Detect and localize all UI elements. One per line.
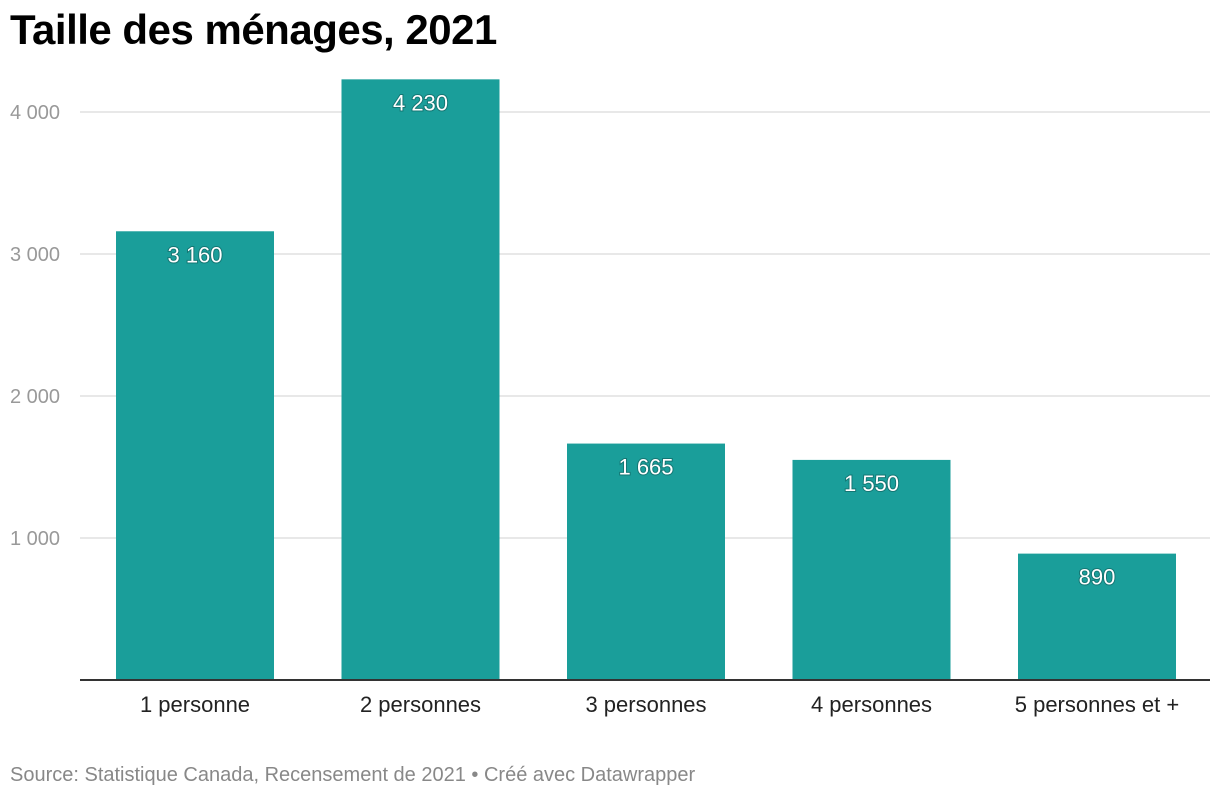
x-tick-label: 2 personnes [360, 692, 481, 717]
bar [567, 443, 725, 680]
bars: 3 160 4 230 1 665 1 550 890 [116, 79, 1176, 681]
chart-title: Taille des ménages, 2021 [10, 6, 497, 53]
bar [1018, 553, 1176, 680]
x-tick-label: 4 personnes [811, 692, 932, 717]
bar-value-label: 4 230 [393, 90, 448, 115]
y-tick-label: 4 000 [10, 102, 60, 124]
y-tick-label: 1 000 [10, 528, 60, 550]
x-tick-label: 5 personnes et + [1015, 692, 1180, 717]
source-note: Source: Statistique Canada, Recensement … [10, 764, 696, 786]
bar [792, 459, 951, 680]
bar [116, 231, 274, 680]
x-tick-label: 3 personnes [585, 692, 706, 717]
bar-value-label: 890 [1079, 565, 1116, 590]
bar-value-label: 1 550 [844, 471, 899, 496]
bar-value-label: 1 665 [618, 455, 673, 480]
axes: 1 personne 2 personnes 3 personnes 4 person… [80, 679, 1210, 717]
y-tick-label: 3 000 [10, 244, 60, 266]
bar-value-label: 3 160 [167, 242, 222, 267]
bar [341, 79, 500, 681]
x-tick-label: 1 personne [140, 692, 250, 717]
y-tick-label: 2 000 [10, 386, 60, 408]
